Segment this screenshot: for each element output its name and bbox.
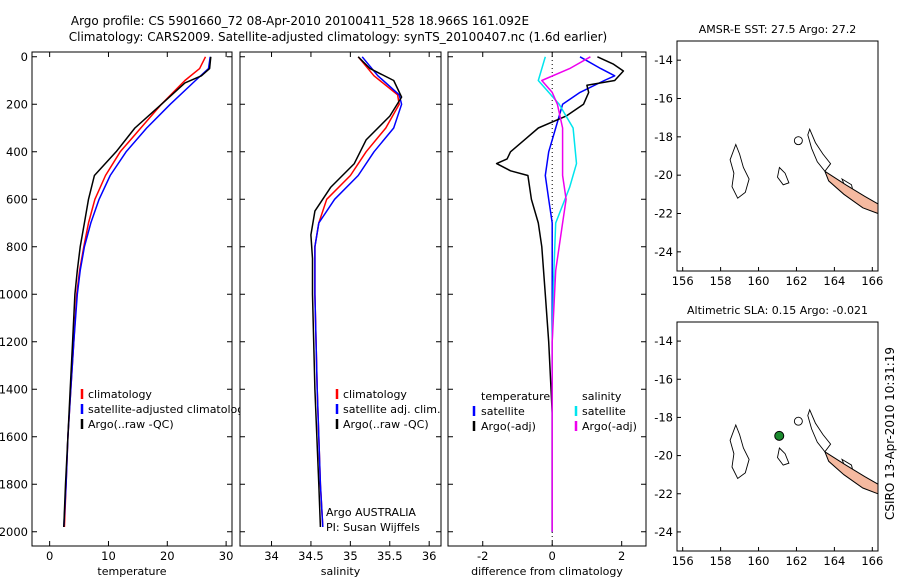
x-tick-label: 20: [160, 549, 175, 563]
x-tick-label: 166: [861, 274, 883, 288]
legend-label: Argo(-adj): [481, 420, 536, 433]
x-tick-label: 34: [264, 549, 279, 563]
series-line-argo-raw-qc: [63, 56, 212, 528]
x-tick-label: 156: [672, 554, 694, 568]
map-title: Altimetric SLA: 0.15 Argo: -0.021: [687, 304, 868, 317]
x-tick-label: 158: [710, 274, 732, 288]
x-axis-label: difference from climatology: [471, 565, 623, 578]
y-tick-label: -18: [654, 410, 673, 424]
y-tick-label: 0: [21, 50, 28, 64]
x-tick-label: 158: [710, 554, 732, 568]
header-line-2: Climatology: CARS2009. Satellite-adjuste…: [69, 30, 607, 44]
x-tick-label: 10: [101, 549, 116, 563]
legend-label: satellite adj. clim.: [343, 403, 440, 416]
y-tick-label: 1000: [0, 287, 28, 301]
land-new-caledonia: [823, 170, 879, 215]
salinity-panel: 34 34.5 35 35.5 36 salinity climatology satelli…: [239, 51, 442, 578]
sst-map-panel: AMSR-E SST: 27.5 Argo: 27.2 156 158 160 162 1…: [654, 23, 883, 288]
legend-label: satellite: [582, 405, 626, 418]
legend-label: climatology: [343, 388, 407, 401]
x-tick-label: 156: [672, 274, 694, 288]
x-tick-label: 36: [422, 549, 437, 563]
reef-contour: [807, 408, 832, 453]
series-line-satellite-adj-clim: [314, 56, 403, 528]
legend-label: satellite-adjusted climatology: [88, 403, 251, 416]
x-tick-label: 164: [823, 274, 845, 288]
plot-frame: [239, 51, 442, 547]
side-stamp: CSIRO 13-Apr-2010 10:31:19: [883, 347, 897, 520]
y-tick-label: -16: [654, 92, 673, 106]
y-tick-label: -18: [654, 130, 673, 144]
legend-label: satellite: [481, 405, 525, 418]
sla-map-panel: Altimetric SLA: 0.15 Argo: -0.021 156 158 1…: [654, 304, 883, 568]
x-axis-label: temperature: [97, 565, 166, 578]
series-line-temperature-satellite: [544, 56, 616, 532]
argo-location-marker: [774, 430, 785, 441]
y-tick-label: -22: [654, 487, 673, 501]
legend-label: Argo(..raw -QC): [88, 418, 174, 431]
temperature-panel: 0 10 20 30 0 200 400 600 800 1000 1200 1400 1600 1800…: [0, 50, 251, 578]
y-tick-label: 200: [6, 97, 28, 111]
difference-panel: -2 0 2 difference from climatology temperatu…: [447, 51, 647, 578]
annotation-line: PI: Susan Wijffels: [326, 521, 420, 534]
y-tick-label: -24: [654, 245, 673, 259]
y-tick-label: -16: [654, 372, 673, 386]
x-tick-label: 34.5: [298, 549, 324, 563]
reef-contour: [777, 166, 790, 186]
x-tick-label: 0: [549, 549, 556, 563]
y-tick-label: 400: [6, 145, 28, 159]
x-tick-label: 162: [785, 554, 807, 568]
header-line-1: Argo profile: CS 5901660_72 08-Apr-2010 …: [71, 14, 529, 28]
legend-label: Argo(-adj): [582, 420, 637, 433]
plot-frame: [447, 51, 647, 547]
x-tick-label: 162: [785, 274, 807, 288]
y-tick-label: -20: [654, 449, 673, 463]
reef-contour: [793, 136, 803, 146]
x-tick-label: 2: [618, 549, 625, 563]
y-tick-label: 2000: [0, 525, 28, 539]
x-tick-label: 166: [861, 554, 883, 568]
y-tick-label: 1400: [0, 382, 28, 396]
series-line-argo-raw-qc: [310, 56, 403, 528]
reef-contour: [807, 127, 832, 173]
series-line-salinity-argo-adj: [541, 56, 591, 532]
map-frame: [676, 321, 879, 552]
series-line-salinity-satellite: [537, 56, 578, 532]
legend-label: Argo(..raw -QC): [343, 418, 429, 431]
legend-title: salinity: [582, 390, 622, 403]
y-tick-label: 1200: [0, 335, 28, 349]
y-tick-label: -14: [654, 334, 673, 348]
x-tick-label: 35.5: [377, 549, 403, 563]
map-title: AMSR-E SST: 27.5 Argo: 27.2: [699, 23, 857, 36]
y-tick-label: 600: [6, 192, 28, 206]
x-tick-label: 0: [46, 549, 53, 563]
reef-contour: [777, 447, 790, 466]
y-tick-label: -24: [654, 525, 673, 539]
annotation-line: Argo AUSTRALIA: [326, 506, 416, 519]
land-new-caledonia: [823, 450, 879, 495]
legend-label: climatology: [88, 388, 152, 401]
series-line-temperature-argo-adj: [495, 56, 625, 532]
y-tick-label: 800: [6, 240, 28, 254]
reef-contour: [729, 423, 750, 480]
y-tick-label: -22: [654, 207, 673, 221]
x-tick-label: -2: [477, 549, 488, 563]
y-tick-label: 1800: [0, 477, 28, 491]
y-tick-label: -14: [654, 53, 673, 67]
y-tick-label: 1600: [0, 430, 28, 444]
plot-frame: [31, 51, 233, 547]
x-tick-label: 160: [748, 274, 770, 288]
x-axis-label: salinity: [321, 565, 361, 578]
map-frame: [676, 40, 879, 272]
x-tick-label: 35: [343, 549, 358, 563]
x-tick-label: 30: [219, 549, 234, 563]
reef-contour: [729, 143, 750, 199]
x-tick-label: 164: [823, 554, 845, 568]
reef-contour: [793, 416, 803, 426]
legend-title: temperature: [481, 390, 550, 403]
y-tick-label: -20: [654, 168, 673, 182]
x-tick-label: 160: [748, 554, 770, 568]
